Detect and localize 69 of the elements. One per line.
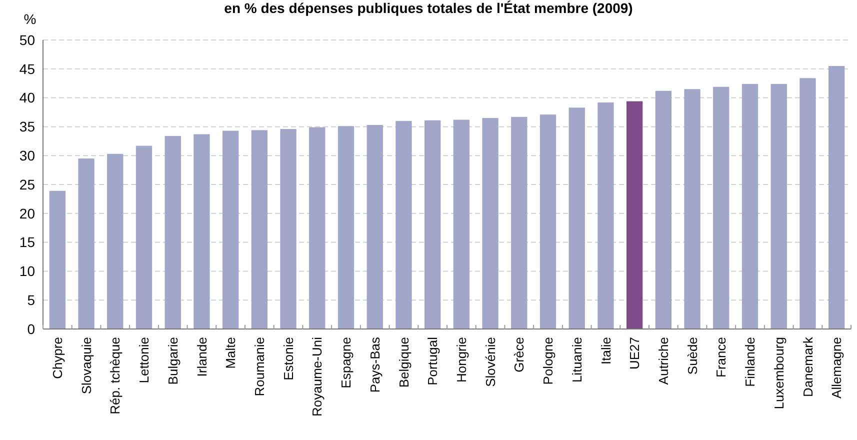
x-tick-label: Irlande [194,337,210,377]
x-tick-label: Estonie [280,337,296,380]
x-tick-label: Slovaquie [78,337,94,394]
bar [511,116,528,329]
bar [770,84,787,329]
bar [136,146,152,329]
bar [598,102,614,329]
y-tick-label: 45 [19,60,36,77]
bar [453,120,470,329]
x-tick-label: Allemagne [829,337,844,398]
bar [626,101,643,329]
bar [49,190,66,329]
y-tick-label: 20 [19,205,36,222]
bar [309,127,326,329]
x-tick-label: Lituanie [569,337,584,383]
y-tick-label: 30 [19,148,36,164]
x-tick-label: Pays-Bas [367,336,382,393]
bar [424,120,441,329]
x-tick-label: Lettonie [136,337,152,384]
bar [482,118,498,329]
x-tick-label: Portugal [425,336,440,386]
x-tick-label: Malte [223,337,238,369]
bar [742,84,758,329]
bar [107,154,124,329]
bar [655,90,672,329]
bar [194,134,210,329]
bar [78,158,94,329]
y-tick-label: 15 [19,234,36,250]
x-tick-label: Luxembourg [771,337,786,410]
x-tick-label: UE27 [627,337,642,370]
bar [396,120,412,329]
y-tick-label: 35 [19,118,36,135]
bar [280,129,296,329]
x-tick-label: Autriche [656,337,671,385]
y-tick-label: 0 [27,320,36,337]
y-axis-title: % [24,11,36,27]
bar [164,136,181,329]
x-tick-label: Belgique [396,337,412,388]
y-tick-label: 50 [19,32,36,48]
bar [713,86,730,329]
x-tick-label: Italie [598,337,614,364]
x-tick-label: Hongrie [454,337,469,383]
x-tick-label: Rép. tchèque [108,337,123,414]
x-tick-label: Finlande [742,337,758,387]
bar [366,124,383,329]
y-tick-label: 40 [19,90,36,106]
bar [684,89,700,329]
x-tick-label: Espagne [338,337,354,388]
x-tick-label: Danemark [800,336,816,397]
x-tick-label: Slovénie [482,337,498,387]
bar [222,130,239,329]
bar [338,126,354,329]
x-tick-label: Royaume-Uni [310,336,325,416]
x-tick-label: Suède [684,337,700,375]
bar [800,78,816,329]
x-tick-label: Bulgarie [165,337,180,385]
bar [568,108,585,329]
y-tick-label: 5 [27,292,36,308]
x-tick-label: Roumanie [252,337,267,396]
y-tick-label: 25 [19,176,36,192]
y-tick-label: 10 [19,263,36,280]
x-tick-label: France [714,337,729,378]
bar [251,130,268,329]
bar [540,114,556,329]
x-tick-label: Chypre [50,337,65,379]
bar [828,66,845,329]
x-tick-label: Pologne [540,337,556,385]
x-tick-label: Grèce [512,337,527,372]
chart-title: en % des dépenses publiques totales de l'État membre (2009) [224,0,633,16]
